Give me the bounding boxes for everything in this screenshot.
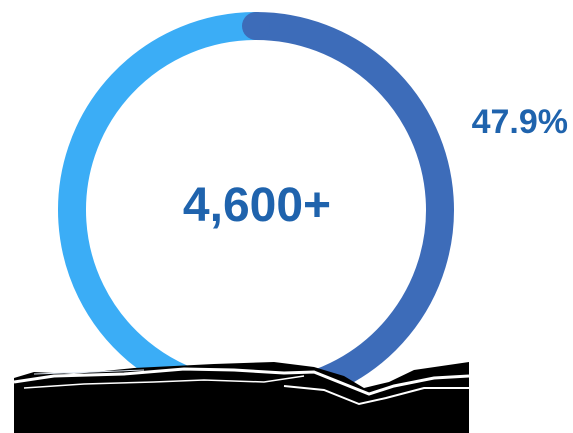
slice-percentage-label: 47.9% xyxy=(471,103,568,141)
render-artifact-strip xyxy=(14,362,469,433)
center-total-label: 4,600+ xyxy=(182,179,332,232)
donut-slice-cap xyxy=(242,12,270,40)
donut-slice-0 xyxy=(255,12,454,407)
